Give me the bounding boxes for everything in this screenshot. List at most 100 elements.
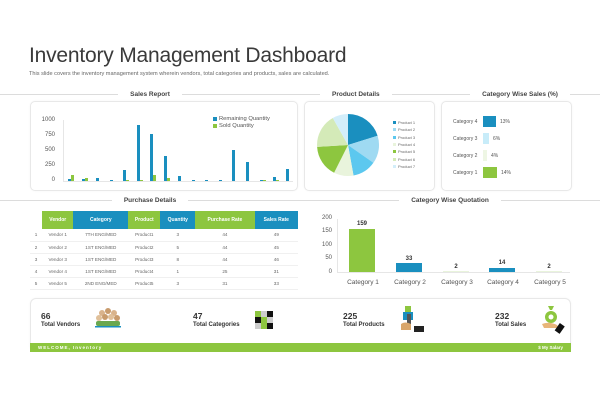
col-category: Category: [73, 211, 129, 229]
bar-sold: [263, 180, 266, 181]
x-label: Category 1: [347, 279, 379, 286]
cell: 1ST ENG/MED: [73, 253, 129, 266]
cell: 7TH ENG/MED: [73, 229, 129, 242]
pie-legend-item: Product 7: [398, 163, 416, 169]
table-row: 4 Vendor 4 1ST ENG/MED Product4 1 25 31: [30, 265, 298, 278]
category-value: 4%: [491, 152, 499, 159]
cell: 45: [254, 241, 298, 254]
kpi-card: 66 Total Vendors 47 Total Categories 225…: [30, 298, 571, 348]
cell: 25: [195, 265, 255, 278]
quotation-bar: [536, 271, 562, 272]
sales-plot-area: [63, 120, 293, 182]
footer-bar: WELCOME, Inventory $ My Salary: [30, 343, 571, 352]
bar-remaining: [260, 179, 263, 181]
footer-salary-link[interactable]: $ My Salary: [538, 345, 563, 350]
kpi-label: Total Sales: [495, 322, 527, 328]
pie-legend: Product 1 Product 2 Product 3 Product 4 …: [393, 119, 415, 170]
pie-legend-item: Product 1: [398, 120, 416, 126]
cell: Product5: [128, 277, 161, 290]
category-label: Category 2: [453, 152, 478, 159]
quotation-title: Category Wise Quotation: [411, 196, 489, 204]
kpi-total-vendors: 66 Total Vendors: [41, 311, 80, 328]
bar-value: 14: [498, 260, 506, 266]
kpi-total-categories: 47 Total Categories: [193, 311, 240, 328]
bar-value: 159: [356, 221, 367, 227]
cell: 46: [254, 253, 298, 266]
bar-sold: [167, 178, 170, 181]
sales-report-header: Sales Report: [0, 88, 300, 100]
category-sales-header: Category Wise Sales (%): [440, 88, 600, 100]
y-tick: 100: [321, 242, 332, 248]
bar-remaining: [68, 178, 71, 181]
kpi-label: Total Products: [343, 322, 385, 328]
category-sales-card: Category 4 13% Category 3 6% Category 2 …: [441, 101, 572, 191]
page-subtitle: This slide covers the inventory manageme…: [29, 71, 330, 77]
bar-remaining: [205, 180, 208, 181]
quotation-bar: [489, 268, 515, 272]
col-sales-rate: Sales Rate: [254, 211, 298, 229]
bar-sold: [153, 175, 156, 181]
quotation-plot-area: 159 33 2 14 2: [337, 219, 570, 273]
col-product: Product: [128, 211, 161, 229]
x-label: Category 2: [394, 279, 426, 286]
pie-legend-item: Product 6: [398, 156, 416, 162]
cell: 1ST ENG/MED: [73, 265, 129, 278]
cell: 44: [195, 253, 255, 266]
quotation-bar: [396, 263, 422, 272]
sales-report-card: 1000 750 500 250 0 Remaining Quantity So…: [30, 101, 298, 191]
kpi-value: 47: [193, 311, 203, 321]
pie-legend-item: Product 5: [398, 149, 416, 155]
legend-remaining: Remaining Quantity: [219, 116, 270, 122]
bar-value: 2: [547, 264, 551, 270]
bar-remaining: [232, 150, 235, 181]
cell: 31: [195, 277, 255, 290]
y-tick: 0: [328, 269, 332, 275]
x-label: Category 5: [534, 279, 566, 286]
bar-remaining: [150, 134, 153, 181]
bar-remaining: [82, 178, 85, 181]
cell: Vendor 3: [42, 253, 74, 266]
cell: Vendor 2: [42, 241, 74, 254]
kpi-label: Total Vendors: [41, 322, 81, 328]
category-value: 14%: [501, 169, 512, 176]
category-label: Category 1: [453, 169, 478, 176]
col-vendor: Vendor: [42, 211, 74, 229]
pie-legend-item: Product 2: [398, 127, 416, 133]
table-row: 3 Vendor 3 1ST ENG/MED Product3 8 44 46: [30, 253, 298, 266]
bar-remaining: [273, 177, 276, 181]
bar-remaining: [137, 125, 140, 181]
quotation-chart: 200 150 100 50 0 159 33 2 14 2 Category …: [310, 215, 600, 295]
category-sales-row: Category 1 14%: [453, 167, 511, 178]
kpi-value: 66: [41, 311, 51, 321]
kpi-label: Total Categories: [193, 322, 240, 328]
bar-remaining: [96, 178, 99, 181]
cell: 5: [160, 241, 196, 254]
cell: Product3: [128, 253, 161, 266]
cell: Vendor 5: [42, 277, 74, 290]
quotation-bar: [349, 229, 375, 272]
x-label: Category 3: [441, 279, 473, 286]
bar-value: 2: [454, 264, 458, 270]
kpi-total-sales: 232 Total Sales: [495, 311, 526, 328]
category-label: Category 3: [453, 135, 478, 142]
money-bag-hand-icon: [542, 306, 565, 334]
y-tick: 150: [321, 228, 332, 234]
legend-swatch: [213, 117, 217, 121]
table-row: 2 Vendor 2 1ST ENG/MED Product2 5 44 45: [30, 241, 298, 254]
pie-legend-item: Product 3: [398, 134, 416, 140]
bar-remaining: [164, 156, 167, 181]
sales-legend: Remaining Quantity Sold Quantity: [213, 116, 270, 130]
x-label: Category 4: [487, 279, 519, 286]
page-title: Inventory Management Dashboard: [29, 44, 347, 67]
cell: 5: [30, 277, 42, 290]
table-row: 5 Vendor 5 2ND ENG/MED Product5 3 31 33: [30, 277, 298, 290]
y-tick: 1000: [41, 117, 55, 123]
col-purchase-rate: Purchase Rate: [195, 211, 255, 229]
bar-remaining: [192, 180, 195, 181]
cell: 3: [160, 277, 196, 290]
products-money-icon: [401, 306, 424, 332]
cell: 31: [254, 265, 298, 278]
y-tick: 0: [51, 177, 55, 183]
y-tick: 250: [44, 162, 55, 168]
cell: 1: [30, 229, 42, 242]
